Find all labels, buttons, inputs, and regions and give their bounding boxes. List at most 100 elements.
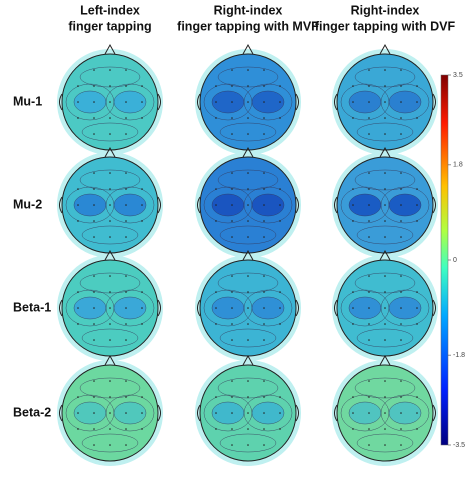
contour (243, 83, 293, 121)
contour (219, 122, 277, 142)
contour (354, 66, 416, 88)
electrode (384, 275, 386, 277)
electrode (416, 291, 418, 293)
electrode (263, 133, 265, 135)
electrode (247, 172, 249, 174)
topomap (195, 146, 301, 258)
electrode (352, 101, 354, 103)
electrode (231, 188, 233, 190)
column-title: Left-index (80, 3, 140, 17)
column-title: Right-index (214, 3, 283, 17)
electrode (416, 323, 418, 325)
electrode (215, 220, 217, 222)
electrode (93, 101, 95, 103)
colorbar-tick-label: -3.5 (453, 442, 465, 449)
colorbar (440, 74, 449, 446)
electrode (231, 101, 233, 103)
electrode (125, 291, 127, 293)
ear (59, 93, 63, 111)
electrode (141, 291, 143, 293)
electrode (279, 220, 281, 222)
electrode (384, 307, 386, 309)
contour (217, 377, 279, 399)
contour (81, 122, 139, 142)
electrode (93, 133, 95, 135)
ear (334, 299, 338, 317)
electrode (279, 428, 281, 430)
electrode (400, 204, 402, 206)
ear (334, 404, 338, 422)
electrode (247, 339, 249, 341)
electrode (368, 444, 370, 446)
electrode (384, 444, 386, 446)
electrode (384, 85, 386, 87)
electrode (416, 188, 418, 190)
ear (59, 404, 63, 422)
electrode (77, 412, 79, 414)
electrode (93, 172, 95, 174)
electrode (215, 204, 217, 206)
electrode (368, 339, 370, 341)
electrode (263, 220, 265, 222)
electrode (93, 412, 95, 414)
electrode (109, 236, 111, 238)
electrode (368, 133, 370, 135)
blob (73, 401, 107, 425)
blob (388, 296, 422, 320)
electrode (109, 172, 111, 174)
nose (242, 249, 254, 261)
electrode (93, 291, 95, 293)
electrode (352, 412, 354, 414)
ear (197, 404, 201, 422)
ear (432, 196, 436, 214)
electrode (279, 188, 281, 190)
contour (356, 225, 414, 245)
blob (73, 90, 107, 114)
electrode (247, 444, 249, 446)
ear (157, 404, 161, 422)
electrode (77, 117, 79, 119)
electrode (93, 428, 95, 430)
electrode (109, 307, 111, 309)
blob (388, 90, 422, 114)
electrode (125, 101, 127, 103)
electrode (77, 188, 79, 190)
electrode (109, 428, 111, 430)
electrode (141, 307, 143, 309)
electrode (77, 85, 79, 87)
blob (113, 90, 147, 114)
blob (113, 193, 147, 217)
electrode (93, 69, 95, 71)
topomap (57, 249, 163, 361)
electrode (352, 291, 354, 293)
electrode (368, 428, 370, 430)
electrode (400, 236, 402, 238)
nose (379, 249, 391, 261)
electrode (247, 396, 249, 398)
electrode (215, 396, 217, 398)
contour (79, 169, 141, 191)
electrode (400, 85, 402, 87)
electrode (231, 85, 233, 87)
electrode (125, 428, 127, 430)
electrode (416, 204, 418, 206)
electrode (400, 428, 402, 430)
electrode (93, 275, 95, 277)
electrode (384, 323, 386, 325)
row-label: Beta-2 (13, 405, 51, 419)
colorbar-tick-label: 1.8 (453, 162, 463, 169)
electrode (215, 188, 217, 190)
contour (243, 394, 293, 432)
contour (219, 225, 277, 245)
electrode (93, 339, 95, 341)
electrode (231, 133, 233, 135)
contour (354, 169, 416, 191)
nose (379, 43, 391, 55)
electrode (368, 396, 370, 398)
electrode (77, 204, 79, 206)
ear (334, 196, 338, 214)
electrode (141, 220, 143, 222)
electrode (125, 444, 127, 446)
electrode (400, 69, 402, 71)
electrode (125, 323, 127, 325)
